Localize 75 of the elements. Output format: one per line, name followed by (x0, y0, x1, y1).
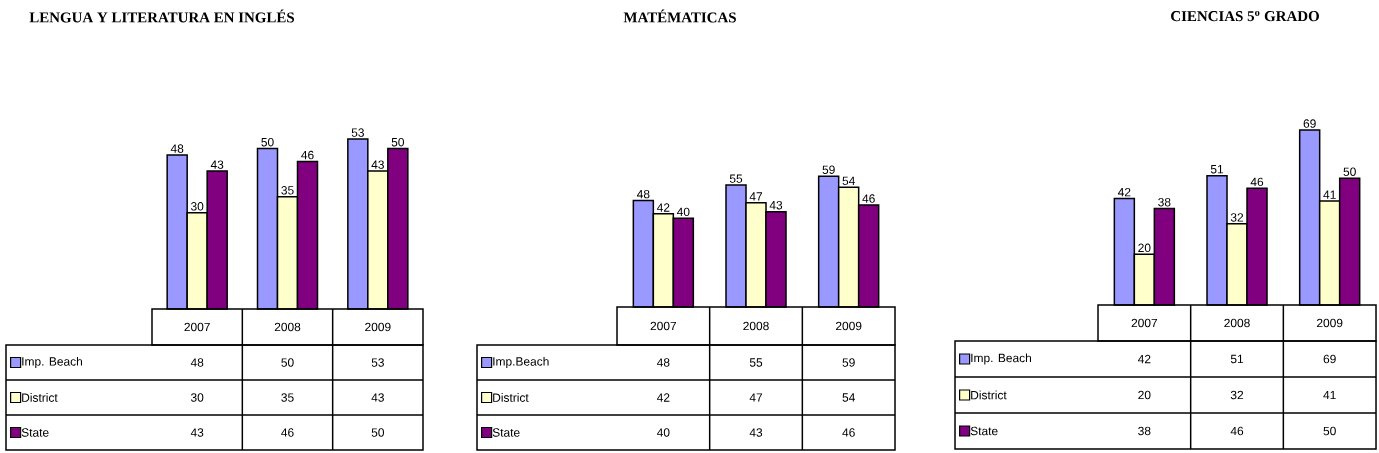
chart-title: CIENCIAS 5$^{o}$ GRADO (1171, 10, 1319, 22)
text: 51 (1210, 165, 1224, 174)
text: 50 (391, 137, 405, 147)
data-label: 50 (371, 428, 385, 437)
text: 46 (301, 150, 314, 160)
data-label: 59 (842, 358, 855, 367)
text: 43 (769, 200, 783, 210)
data-label: 40 (656, 428, 670, 437)
text: 41 (1323, 190, 1336, 199)
data-label: 50 (1323, 426, 1336, 436)
x-tick-label: 2008 (1224, 318, 1250, 328)
data-label: 41 (1323, 390, 1336, 400)
data-label: 43 (371, 393, 384, 402)
data-label: 43 (749, 428, 763, 437)
data-label: 48 (190, 358, 204, 367)
data-label: 43 (190, 428, 204, 437)
x-tick-label: 2008 (274, 322, 301, 332)
text: 42 (1117, 187, 1131, 197)
data-label: 50 (281, 358, 294, 367)
legend-label: Imp. Beach (22, 356, 82, 369)
x-tick-label: 2007 (1131, 318, 1158, 328)
text: 46 (1250, 177, 1264, 187)
data-label: 51 (1230, 354, 1244, 364)
text: 48 (636, 189, 650, 199)
text: 54 (842, 176, 855, 186)
legend-label: State (970, 426, 998, 436)
text: 47 (749, 192, 763, 201)
legend-label: District (971, 390, 1007, 400)
data-label: 55 (749, 358, 763, 367)
text: 50 (1343, 167, 1356, 176)
legend-label: State (492, 428, 520, 437)
text: 20 (1138, 243, 1151, 253)
chart-title: MATÉMATICAS (623, 9, 736, 23)
data-label: 54 (842, 393, 855, 402)
x-tick-label: 2009 (835, 321, 862, 331)
x-tick-label: 2008 (743, 321, 769, 331)
x-tick-label: 2009 (1316, 318, 1343, 328)
data-label: 47 (749, 393, 763, 402)
legend-label: Imp. Beach (971, 353, 1032, 365)
text: 40 (676, 207, 690, 217)
legend-label: District (493, 393, 529, 402)
data-label: 46 (1230, 426, 1244, 436)
x-tick-label: 2007 (184, 322, 210, 332)
text: 43 (210, 160, 224, 169)
data-label: 20 (1138, 390, 1151, 400)
text: 55 (729, 174, 743, 183)
data-label: 42 (1137, 354, 1151, 364)
text: 46 (862, 194, 875, 203)
chart-title: LENGUA Y LITERATURA EN INGLÉS (29, 9, 295, 23)
data-label: 48 (656, 358, 670, 367)
text: 30 (190, 202, 204, 211)
data-label: 46 (281, 428, 294, 437)
text: 59 (822, 165, 835, 174)
text: 69 (1303, 119, 1316, 128)
text: 32 (1230, 213, 1244, 222)
text: 42 (656, 203, 670, 212)
data-label: 53 (371, 358, 384, 367)
data-label: 69 (1323, 354, 1336, 364)
data-label: 38 (1138, 426, 1151, 436)
text: 50 (261, 137, 274, 147)
text: 48 (170, 144, 184, 153)
text: 53 (351, 128, 364, 137)
text: 35 (281, 186, 294, 195)
data-label: 46 (842, 428, 855, 437)
text: 43 (371, 160, 384, 169)
text: 38 (1158, 197, 1171, 207)
data-label: 35 (281, 393, 294, 402)
x-tick-label: 2009 (365, 322, 391, 332)
legend-label: District (22, 393, 58, 402)
legend-label: State (21, 428, 49, 437)
legend-label: Imp.Beach (493, 356, 549, 369)
data-label: 30 (190, 393, 204, 402)
x-tick-label: 2007 (650, 321, 677, 331)
data-label: 42 (656, 393, 670, 402)
data-label: 32 (1230, 390, 1244, 400)
